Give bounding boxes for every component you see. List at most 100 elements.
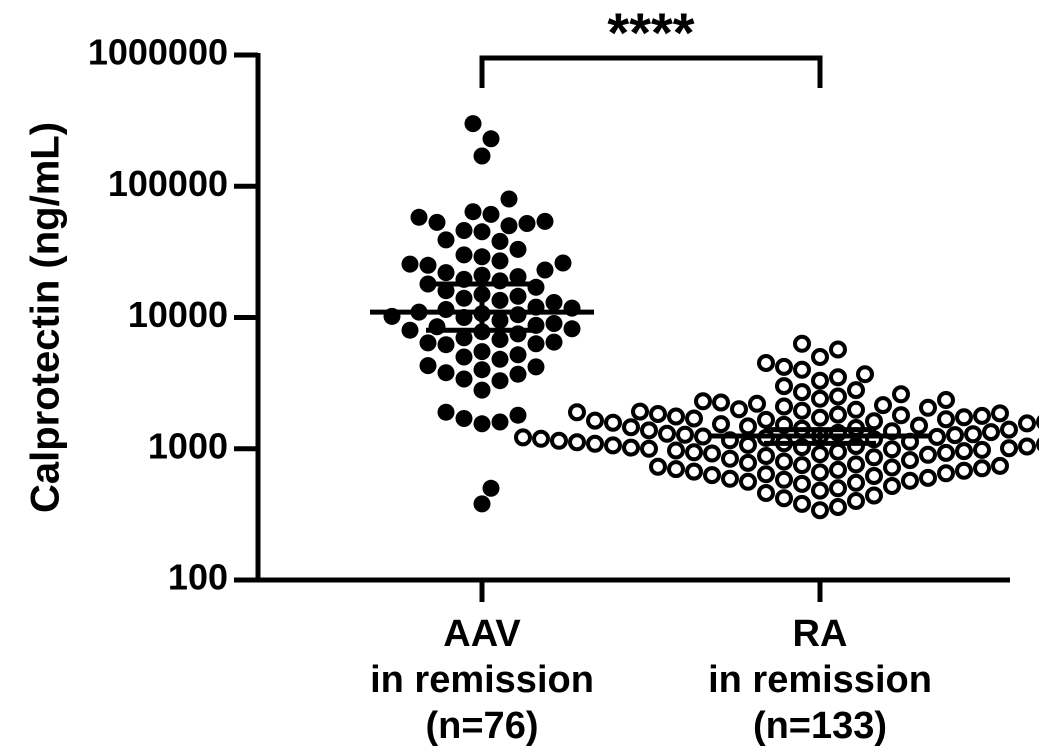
data-point [973,459,991,478]
data-point [883,477,901,495]
data-point [775,470,793,489]
data-point [1018,437,1036,456]
data-point [775,397,793,416]
data-point [811,389,829,408]
data-point [419,357,437,375]
data-point [865,448,883,467]
x-category-label: in remission [370,659,594,701]
data-point [509,306,527,324]
data-point [775,377,793,396]
data-point [491,372,509,390]
y-tick-label: 100000 [108,163,228,204]
data-point [1018,414,1036,433]
data-point [509,268,527,286]
data-point [757,410,775,429]
data-point [509,287,527,305]
data-point [586,411,604,430]
data-point [919,398,937,417]
data-point [649,457,667,476]
data-point [473,248,491,266]
axes [255,53,1010,583]
data-point [473,415,491,433]
data-point [829,460,847,479]
data-point [473,343,491,361]
data-point [811,481,829,500]
significance-bracket [479,55,823,88]
data-point [550,431,568,450]
data-point [991,404,1009,423]
summary-bars [370,281,932,446]
data-point [509,406,527,424]
data-point [455,222,473,239]
data-point [437,403,455,421]
data-point [919,468,937,487]
data-point [883,458,901,477]
data-point [703,444,721,463]
data-point [793,474,811,493]
data-point [649,405,667,423]
data-point [527,335,545,353]
data-point [1000,439,1018,458]
data-point [536,212,554,230]
data-point [473,381,491,399]
data-point [829,442,847,461]
data-point [532,429,550,448]
data-point [482,205,500,223]
data-point [482,479,500,497]
data-point [685,443,703,462]
data-point [554,254,572,272]
y-axis-title: Calprotectin (ng/mL) [24,122,68,513]
data-point [937,410,955,429]
data-point [757,354,775,372]
data-point [811,408,829,427]
data-point [685,462,703,481]
data-point [473,223,491,241]
data-point [712,393,730,412]
data-points [383,115,1039,520]
data-point [793,494,811,513]
data-point [491,413,509,431]
data-point [545,333,563,351]
data-point [491,350,509,368]
data-point [991,456,1009,475]
data-point [928,427,946,446]
data-point [937,391,955,409]
data-point [694,427,712,446]
data-point [829,340,847,359]
data-point [811,463,829,482]
data-point [793,456,811,475]
data-point [847,400,865,419]
data-point [500,217,518,235]
data-point [793,383,811,402]
data-point [901,471,919,490]
y-tick-label: 1000 [148,425,228,466]
x-category-label: RA [793,613,848,655]
data-point [739,453,757,472]
data-point [545,294,563,311]
data-point [491,311,509,329]
data-point [685,409,703,428]
data-point [739,417,757,436]
data-point [847,492,865,510]
data-point [640,421,658,440]
data-point [946,426,964,445]
data-point [910,416,928,435]
data-point [482,130,500,148]
data-point [428,213,446,231]
data-point [491,331,509,348]
data-point [712,415,730,434]
data-point [757,484,775,502]
data-point [455,246,473,264]
data-point [721,469,739,488]
data-point [437,364,455,382]
data-point [491,252,509,270]
data-point [730,400,748,419]
data-point [545,315,563,332]
data-point [865,467,883,485]
data-point [793,334,811,353]
data-point [563,320,581,338]
x-category-label: (n=133) [753,705,887,747]
y-tick-label: 100 [168,557,228,598]
data-point [811,445,829,464]
